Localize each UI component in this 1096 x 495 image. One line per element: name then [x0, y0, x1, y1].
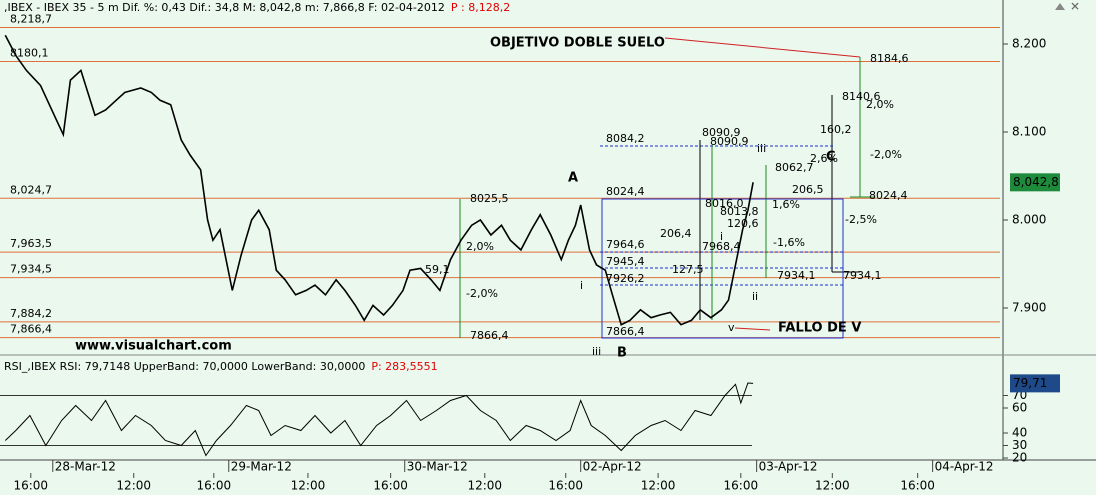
drawing-line [664, 37, 861, 58]
last-value-tag [1010, 173, 1060, 192]
level-label: 8,024,7 [10, 183, 52, 196]
level-label: 8180,1 [10, 47, 49, 60]
annotation: 7934,1 [843, 269, 882, 282]
annotation: 8016,0 [705, 197, 744, 210]
date-tick-label: 02-Apr-12 [583, 460, 642, 474]
annotation: 2,6% [810, 152, 838, 165]
y-tick-label: 30 [1012, 438, 1027, 452]
date-tick-label: 29-Mar-12 [231, 460, 292, 474]
header-text: RSI_,IBEX RSI: 79,7148 UpperBand: 70,000… [4, 360, 365, 373]
y-tick-label: 40 [1012, 426, 1027, 440]
annotation: 8184,6 [870, 52, 909, 65]
annotation: 8024,4 [606, 185, 645, 198]
header-price: P: 283,5551 [371, 360, 437, 373]
collapse-icon[interactable] [1055, 3, 1065, 10]
x-tick-label: 16:00 [197, 479, 232, 493]
level-label: 7,963,5 [10, 237, 52, 250]
y-tick-label: 60 [1012, 401, 1027, 415]
annotation: i [580, 279, 583, 292]
annotation: ii [752, 290, 758, 303]
annotation: 7866,4 [606, 325, 645, 338]
annotation: 2,0% [866, 98, 894, 111]
annotation: 7968,4 [702, 240, 741, 253]
last-value-tag [1010, 374, 1060, 393]
annotation: 7964,6 [606, 238, 645, 251]
annotation: 7926,2 [606, 272, 645, 285]
annotation: iii [592, 345, 601, 358]
panel-header: ,IBEX - IBEX 35 - 5 m Dif. %: 0,43 Dif.:… [4, 1, 510, 14]
annotation: 8090,9 [710, 135, 749, 148]
annotation: C [826, 150, 836, 165]
x-tick-label: 16:00 [548, 479, 583, 493]
panel-header: RSI_,IBEX RSI: 79,7148 UpperBand: 70,000… [4, 360, 438, 373]
annotation: 59,1 [425, 263, 450, 276]
annotation: 8140,6 [842, 90, 881, 103]
last-value-label: 8,042,8 [1013, 175, 1059, 189]
annotation: OBJETIVO DOBLE SUELO [490, 36, 665, 51]
annotation: 206,5 [792, 183, 824, 196]
annotation: 7934,1 [777, 269, 816, 282]
date-tick-label: 28-Mar-12 [55, 460, 116, 474]
x-tick-label: 16:00 [13, 479, 48, 493]
x-tick-label: 12:00 [467, 479, 502, 493]
annotation: 7945,4 [606, 255, 645, 268]
x-tick-label: 12:00 [291, 479, 326, 493]
x-tick-label: 16:00 [373, 479, 408, 493]
annotation: -1,6% [773, 236, 805, 249]
annotation: v [728, 321, 735, 334]
level-label: 7,866,4 [10, 323, 52, 336]
series-line [4, 34, 754, 326]
x-tick-label: 16:00 [900, 479, 935, 493]
x-tick-label: 12:00 [815, 479, 850, 493]
y-tick-label: 8.200 [1012, 37, 1046, 51]
annotation: 8062,7 [775, 161, 814, 174]
annotation: 160,2 [820, 123, 852, 136]
level-label: 7,884,2 [10, 307, 52, 320]
date-tick-label: 04-Apr-12 [935, 460, 994, 474]
drawing-line [734, 327, 771, 331]
header-price: P : 8,128,2 [451, 1, 510, 14]
annotation: 8090,9 [702, 126, 741, 139]
annotation: 127,5 [672, 263, 704, 276]
series-line [4, 382, 754, 457]
level-label: 7,934,5 [10, 263, 52, 276]
y-tick-label: 8.100 [1012, 125, 1046, 139]
annotation: 7866,4 [470, 329, 509, 342]
annotation: 206,4 [660, 227, 692, 240]
x-tick-label: 16:00 [724, 479, 759, 493]
annotation: i [720, 230, 723, 243]
y-tick-label: 7.900 [1012, 301, 1046, 315]
annotation: 2,0% [466, 240, 494, 253]
annotation: iii [757, 142, 766, 155]
level-label: 8,218,7 [10, 13, 52, 26]
y-tick-label: 20 [1012, 451, 1027, 465]
close-icon[interactable]: ✕ [1070, 0, 1080, 14]
annotation: B [617, 346, 627, 361]
date-tick-label: 30-Mar-12 [407, 460, 468, 474]
annotation: FALLO DE V [778, 321, 861, 336]
annotation: 8024,4 [869, 189, 908, 202]
annotation: A [568, 171, 578, 186]
y-tick-label: 8.000 [1012, 213, 1046, 227]
annotation: -2,5% [845, 213, 877, 226]
annotation: 1,6% [772, 198, 800, 211]
annotation: 8084,2 [606, 132, 645, 145]
annotation: -2,0% [466, 287, 498, 300]
annotation: 8013,8 [720, 205, 759, 218]
header-text: ,IBEX - IBEX 35 - 5 m Dif. %: 0,43 Dif.:… [4, 1, 445, 14]
x-tick-label: 12:00 [116, 479, 151, 493]
annotation: -2,0% [870, 148, 902, 161]
date-tick-label: 03-Apr-12 [759, 460, 818, 474]
last-value-label: 79,71 [1013, 376, 1047, 390]
annotation: 8025,5 [470, 192, 509, 205]
annotation: 120,6 [727, 217, 759, 230]
watermark: www.visualchart.com [75, 339, 232, 354]
x-tick-label: 12:00 [641, 479, 676, 493]
